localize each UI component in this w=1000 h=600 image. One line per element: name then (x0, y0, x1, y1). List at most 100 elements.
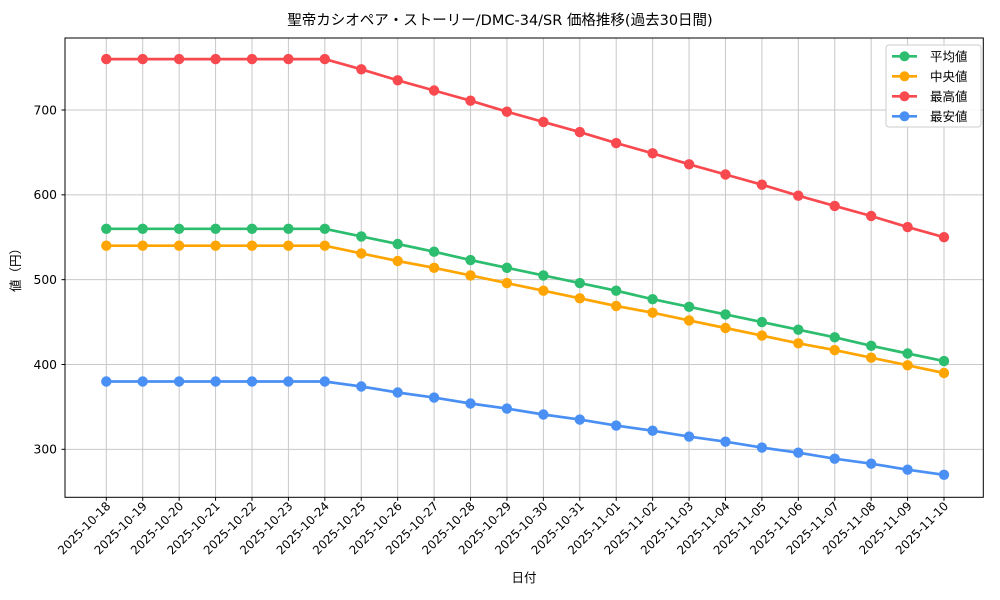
legend-label: 最安値 (930, 109, 968, 124)
data-point (538, 116, 549, 128)
axes-border (64, 37, 984, 498)
data-point (137, 53, 148, 65)
data-point (938, 367, 950, 379)
data-point (356, 248, 367, 259)
data-point (210, 240, 221, 251)
data-point (611, 300, 622, 312)
y-tick-label: 600 (34, 188, 57, 202)
series-0 (101, 223, 950, 367)
data-point (574, 277, 585, 289)
data-point (501, 277, 513, 289)
data-point (501, 403, 513, 414)
data-point (866, 340, 877, 351)
data-point (538, 270, 549, 281)
data-point (173, 240, 185, 251)
data-point (101, 240, 112, 251)
data-point (866, 458, 877, 469)
y-tick-label: 500 (34, 273, 57, 287)
data-point (210, 376, 221, 387)
data-point (501, 262, 513, 273)
data-point (392, 255, 403, 267)
data-point (756, 442, 768, 453)
plot-area: 2025-10-182025-10-192025-10-202025-10-21… (34, 37, 984, 557)
data-point (392, 387, 403, 398)
series-line-2 (104, 57, 946, 239)
legend-marker-dot (899, 51, 910, 62)
data-point (720, 309, 731, 320)
legend-marker-dot (899, 71, 910, 82)
data-point (283, 53, 294, 65)
legend-label: 中央値 (930, 69, 968, 84)
data-point (829, 453, 840, 464)
data-point (902, 464, 913, 475)
data-point (101, 53, 112, 65)
data-point (793, 338, 804, 349)
legend-marker-dot (899, 91, 910, 102)
series-2 (101, 53, 950, 243)
data-point (829, 332, 840, 343)
data-point (465, 254, 476, 266)
data-point (210, 53, 221, 65)
data-point (137, 240, 148, 251)
data-point (173, 53, 185, 65)
data-point (720, 322, 731, 334)
series-line-3 (104, 380, 946, 477)
data-point (902, 221, 913, 233)
data-point (101, 376, 112, 387)
data-point (246, 240, 258, 251)
data-point (611, 420, 622, 431)
data-point (356, 64, 367, 75)
data-point (902, 348, 913, 359)
data-point (647, 294, 658, 305)
data-point (173, 223, 185, 234)
data-point (866, 210, 877, 222)
data-point (283, 376, 294, 387)
data-point (611, 137, 622, 149)
data-point (246, 376, 258, 387)
data-point (246, 223, 258, 234)
data-point (683, 159, 695, 170)
data-point (428, 262, 440, 273)
data-point (938, 355, 950, 367)
data-point (793, 190, 804, 201)
data-point (465, 270, 476, 281)
data-point (866, 352, 877, 363)
data-point (683, 315, 695, 326)
data-point (319, 53, 330, 65)
data-point (574, 414, 585, 425)
data-point (392, 75, 403, 86)
data-point (720, 169, 731, 180)
data-point (283, 223, 294, 234)
data-point (137, 376, 148, 387)
data-point (283, 240, 294, 251)
data-point (756, 330, 768, 341)
y-tick-label: 400 (34, 358, 57, 372)
data-point (756, 316, 768, 328)
data-point (574, 126, 585, 138)
data-point (829, 344, 840, 356)
data-point (428, 85, 440, 96)
data-point (647, 425, 658, 436)
data-point (319, 240, 330, 251)
data-point (902, 360, 913, 371)
data-point (501, 106, 513, 117)
y-axis-label: 値（円） (8, 242, 23, 292)
data-point (683, 301, 695, 312)
data-point (137, 223, 148, 234)
legend-label: 平均値 (930, 49, 968, 64)
data-point (756, 179, 768, 190)
data-point (319, 376, 330, 387)
data-point (246, 53, 258, 65)
data-point (647, 307, 658, 318)
series-1 (101, 240, 950, 379)
data-point (319, 223, 330, 234)
legend-marker-dot (899, 111, 910, 122)
data-point (538, 285, 549, 296)
data-point (538, 409, 549, 420)
data-point (428, 392, 440, 403)
data-point (356, 381, 367, 392)
legend-label: 最高値 (930, 89, 968, 104)
y-tick-label: 700 (34, 103, 57, 117)
chart-title: 聖帝カシオペア・ストーリー/DMC-34/SR 価格推移(過去30日間) (287, 12, 712, 29)
